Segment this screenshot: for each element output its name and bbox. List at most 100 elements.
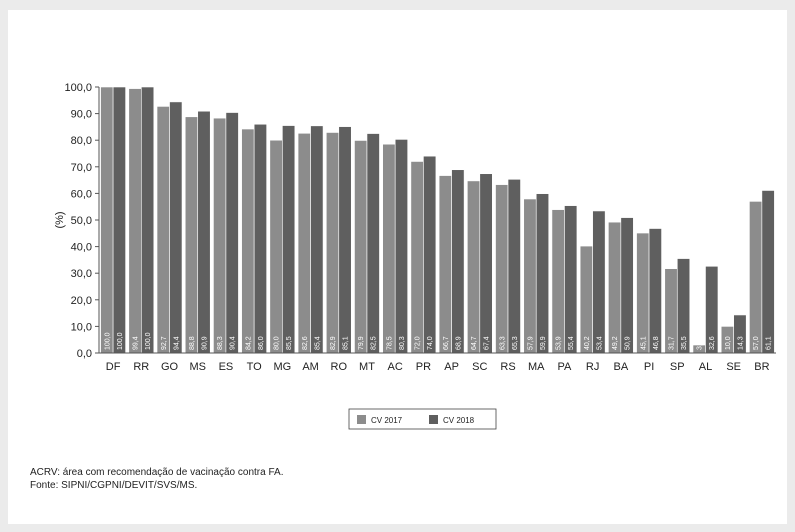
figure-panel: 0,0 10,0 20,0 30,0 40,0 50,0 60,0 70,0 80,0 90,0 1… <box>8 10 787 524</box>
data-label: 50,9 <box>625 336 632 350</box>
data-label: 80,0 <box>274 336 281 350</box>
data-label: 67,4 <box>484 336 491 350</box>
legend-label: CV 2018 <box>443 416 475 425</box>
bar <box>451 169 465 354</box>
bar-chart: 0,0 10,0 20,0 30,0 40,0 50,0 60,0 70,0 80,0 90,0 1… <box>54 82 776 430</box>
x-tick-label: PI <box>644 361 654 373</box>
bar <box>423 155 437 354</box>
data-label: 14,3 <box>737 336 744 350</box>
x-tick-label: SC <box>472 361 487 373</box>
bar <box>749 201 763 354</box>
data-label: 82,6 <box>302 336 309 350</box>
bar <box>184 116 199 354</box>
figure-notes: ACRV: área com recomendação de vacinação… <box>30 466 283 492</box>
y-tick-label: 20,0 <box>71 295 92 307</box>
data-label: 82,9 <box>330 336 337 350</box>
data-label: 86,0 <box>258 336 265 350</box>
data-label: 57,9 <box>527 336 534 350</box>
data-label: 32,6 <box>709 336 716 350</box>
y-tick-label: 80,0 <box>71 135 92 147</box>
x-tick-label: TO <box>247 361 263 373</box>
x-tick-label: RR <box>133 361 149 373</box>
bar <box>608 221 622 354</box>
x-tick-label: AP <box>444 361 459 373</box>
data-label: 88,3 <box>217 336 224 350</box>
data-label: 10,0 <box>725 336 732 350</box>
note-source: Fonte: SIPNI/CGPNI/DEVIT/SVS/MS. <box>30 480 198 491</box>
x-tick-label: MS <box>189 361 206 373</box>
bar <box>141 86 155 354</box>
data-label: 94,4 <box>173 336 180 350</box>
legend-box <box>348 408 497 430</box>
data-label: 72,0 <box>415 336 422 350</box>
x-tick-label: PA <box>558 361 573 373</box>
data-label: 85,4 <box>314 336 321 350</box>
data-label: 79,9 <box>358 336 365 350</box>
x-tick-label: MG <box>273 361 291 373</box>
y-tick-label: 30,0 <box>71 268 92 280</box>
legend-label: CV 2017 <box>371 416 403 425</box>
x-tick-label: AC <box>388 361 403 373</box>
bar <box>479 173 493 354</box>
x-tick-label: ES <box>219 361 234 373</box>
x-tick-label: MA <box>528 361 545 373</box>
data-label: 61,1 <box>766 336 773 350</box>
data-label: 35,5 <box>681 336 688 350</box>
data-label: 57,0 <box>753 336 760 350</box>
data-label: 46,8 <box>653 336 660 350</box>
bar <box>354 140 368 354</box>
data-label: 49,2 <box>612 336 619 350</box>
bar <box>551 209 565 354</box>
bar <box>310 125 324 354</box>
x-tick-label: AM <box>302 361 319 373</box>
data-label: 85,5 <box>286 336 293 350</box>
data-label: 100,0 <box>145 332 152 350</box>
bar <box>169 101 183 354</box>
data-label: 90,9 <box>201 336 208 350</box>
data-label: 84,2 <box>245 336 252 350</box>
data-label: 63,3 <box>499 336 506 350</box>
data-label: 40,2 <box>584 336 591 350</box>
bar <box>592 210 606 354</box>
x-tick-label: DF <box>106 361 121 373</box>
x-tick-label: PR <box>416 361 431 373</box>
x-tick-label: SE <box>726 361 741 373</box>
y-tick-label: 70,0 <box>71 162 92 174</box>
data-label: 80,3 <box>399 336 406 350</box>
data-label: 66,7 <box>443 336 450 350</box>
bar <box>467 180 481 354</box>
y-tick-label: 90,0 <box>71 109 92 121</box>
y-tick-label: 10,0 <box>71 321 92 333</box>
bar <box>495 184 509 354</box>
bar <box>282 125 296 354</box>
data-label: 74,0 <box>427 336 434 350</box>
bar <box>100 86 114 354</box>
data-label: 53,4 <box>596 336 603 350</box>
y-tick-label: 0,0 <box>77 348 92 360</box>
data-label: 100,0 <box>117 332 124 350</box>
x-tick-label: MT <box>359 361 375 373</box>
data-label: 65,3 <box>512 336 519 350</box>
data-label: 59,9 <box>540 336 547 350</box>
x-tick-label: BR <box>754 361 769 373</box>
y-tick-label: 60,0 <box>71 188 92 200</box>
data-label: 31,7 <box>669 336 676 350</box>
bar <box>438 175 452 354</box>
data-label: 100,0 <box>104 332 111 350</box>
bar <box>535 193 550 354</box>
x-tick-label: AL <box>699 361 712 373</box>
data-label: 53,9 <box>556 336 563 350</box>
bar <box>382 143 396 354</box>
y-tick-label: 50,0 <box>71 215 92 227</box>
data-label: 3,0 <box>697 340 704 350</box>
bar <box>761 190 775 354</box>
data-label: 45,1 <box>640 336 647 350</box>
bar <box>325 132 340 354</box>
x-tick-label: RS <box>500 361 515 373</box>
x-tick-label: BA <box>614 361 629 373</box>
bar <box>410 161 424 354</box>
bar <box>564 205 578 354</box>
legend-swatch <box>429 415 438 424</box>
x-tick-label: GO <box>161 361 179 373</box>
bar <box>366 133 380 354</box>
